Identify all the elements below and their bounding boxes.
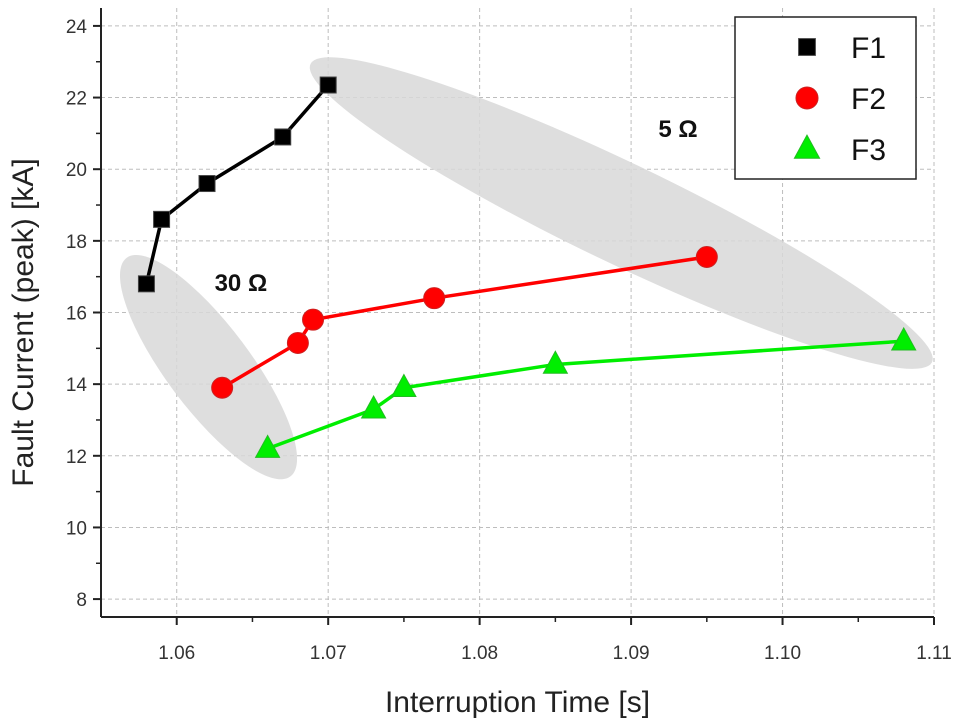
legend-box	[734, 16, 917, 180]
y-tick-label: 8	[76, 590, 87, 611]
y-tick-label: 20	[66, 160, 87, 181]
ellipse-5-ohm	[309, 57, 933, 369]
data-point-f1	[153, 210, 171, 228]
x-tick-label: 1.10	[764, 643, 801, 664]
data-point-f3	[254, 434, 281, 458]
series-line-f3	[266, 339, 904, 451]
data-point-f1	[198, 175, 216, 193]
legend-label-f3: F3	[851, 134, 886, 167]
legend-marker-f1	[798, 38, 816, 56]
series-line-f2	[221, 255, 708, 390]
data-point-f2	[302, 308, 325, 331]
y-tick-label: 10	[66, 518, 87, 539]
data-point-f3	[360, 394, 387, 419]
x-tick-label: 1.06	[158, 643, 195, 664]
annotation-label: 30 Ω	[215, 270, 268, 297]
legend: F1 F2 F3	[734, 16, 917, 180]
y-tick-label: 14	[66, 375, 88, 396]
data-point-f2	[695, 245, 718, 268]
annotations: 30 Ω 5 Ω	[215, 116, 698, 297]
data-point-f2	[423, 287, 446, 310]
axis-ticks: 1.06 1.07 1.08 1.09 1.10 1.11 8 10 12 14 16 18 20 22 2…	[66, 17, 952, 664]
x-tick-label: 1.11	[916, 643, 952, 664]
annotation-label: 5 Ω	[658, 116, 697, 143]
data-point-f2	[211, 376, 234, 399]
data-point-f3	[391, 373, 417, 398]
y-tick-label: 22	[66, 89, 87, 110]
data-point-f1	[274, 128, 292, 146]
legend-marker-f3	[793, 134, 821, 159]
data-series	[137, 76, 917, 458]
y-tick-label: 12	[66, 447, 87, 468]
y-axis-title: Fault Current (peak) [kA]	[7, 158, 40, 486]
legend-marker-f2	[795, 86, 819, 110]
data-point-f1	[319, 76, 337, 94]
y-tick-label: 18	[66, 232, 87, 253]
legend-label-f2: F2	[851, 83, 886, 116]
y-tick-label: 16	[66, 304, 87, 325]
x-tick-label: 1.09	[613, 643, 650, 664]
series-line-f1	[144, 83, 330, 285]
legend-label-f1: F1	[851, 32, 886, 65]
x-tick-label: 1.08	[461, 643, 498, 664]
grouping-ellipses	[119, 57, 933, 480]
ellipse-30-ohm	[119, 254, 298, 480]
x-tick-label: 1.07	[310, 643, 347, 664]
x-axis-title: Interruption Time [s]	[385, 686, 650, 719]
data-point-f3	[542, 350, 569, 374]
data-point-f3	[890, 326, 917, 351]
data-point-f2	[286, 331, 309, 354]
data-point-f1	[137, 275, 155, 293]
y-tick-label: 24	[66, 17, 88, 38]
